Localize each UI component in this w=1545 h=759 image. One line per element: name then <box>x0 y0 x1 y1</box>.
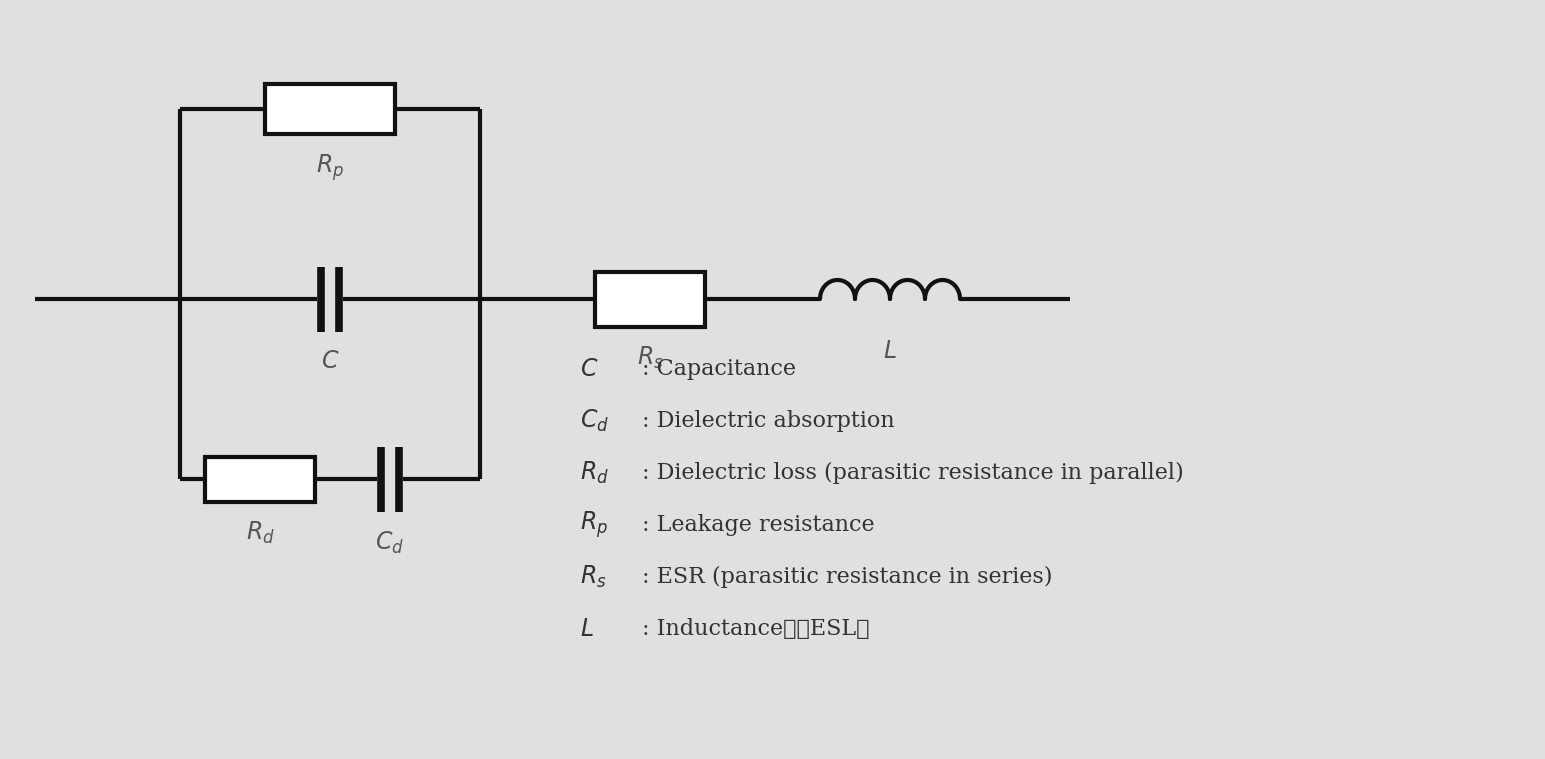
Text: : Inductance　（ESL）: : Inductance （ESL） <box>643 618 870 640</box>
Text: : Leakage resistance: : Leakage resistance <box>643 514 874 536</box>
Text: $C_d$: $C_d$ <box>579 408 609 434</box>
Text: $C$: $C$ <box>579 357 598 380</box>
Text: $R_p$: $R_p$ <box>315 152 345 183</box>
Text: : Capacitance: : Capacitance <box>643 358 796 380</box>
Text: $L$: $L$ <box>579 618 593 641</box>
Text: $L$: $L$ <box>884 340 898 363</box>
Text: $R_d$: $R_d$ <box>579 460 609 486</box>
Text: $R_s$: $R_s$ <box>637 345 663 370</box>
FancyBboxPatch shape <box>595 272 705 326</box>
FancyBboxPatch shape <box>266 84 396 134</box>
Text: $C$: $C$ <box>321 349 340 373</box>
Text: : ESR (parasitic resistance in series): : ESR (parasitic resistance in series) <box>643 566 1052 588</box>
Text: $R_p$: $R_p$ <box>579 509 609 540</box>
Text: $C_d$: $C_d$ <box>375 530 405 556</box>
Text: : Dielectric loss (parasitic resistance in parallel): : Dielectric loss (parasitic resistance … <box>643 462 1183 484</box>
Text: : Dielectric absorption: : Dielectric absorption <box>643 410 895 432</box>
FancyBboxPatch shape <box>205 456 315 502</box>
Text: $R_d$: $R_d$ <box>246 519 275 546</box>
Text: $R_s$: $R_s$ <box>579 564 607 590</box>
